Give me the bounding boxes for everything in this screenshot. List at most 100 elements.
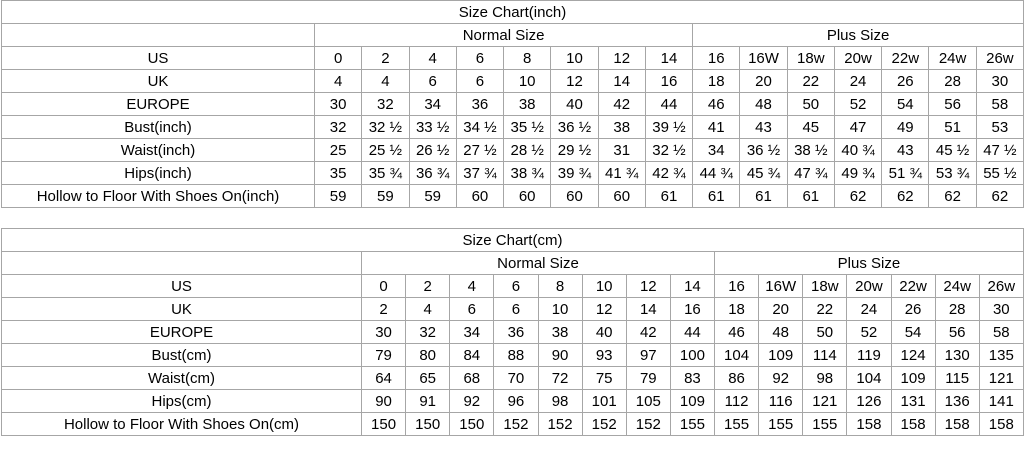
table-cell: 12 [597, 46, 646, 70]
table-cell: 109 [758, 343, 804, 367]
table-cell: 141 [978, 389, 1024, 413]
table-cell: 6 [493, 274, 539, 298]
table-cell: 20w [833, 46, 883, 70]
table-cell: 46 [713, 320, 760, 344]
table-cell: 152 [493, 412, 539, 436]
table-row: Hollow to Floor With Shoes On(inch) 59 59 5… [1, 184, 1024, 208]
table-cell: 29 ½ [550, 138, 599, 162]
table-cell: 10 [503, 69, 552, 93]
table-cell: 39 ¾ [550, 161, 599, 185]
table-cell: 35 ¾ [361, 161, 410, 185]
table-cell: 32 ½ [361, 115, 410, 139]
row-label: Hollow to Floor With Shoes On(cm) [1, 412, 362, 436]
table-cell: 65 [405, 366, 451, 390]
table-cell: 44 [644, 92, 694, 116]
table-row: EUROPE 30 32 34 36 38 40 42 44 46 48 50 52 54 56 58 [1, 92, 1024, 116]
table-cell: 90 [537, 343, 583, 367]
table-cell: 54 [881, 92, 930, 116]
table-cell: 2 [405, 274, 451, 298]
table-cell: 100 [669, 343, 716, 367]
table-cell: 40 ¾ [833, 138, 883, 162]
group-header-plus-size: Plus Size [714, 251, 1024, 275]
row-label: Hips(cm) [1, 389, 362, 413]
table-cell: 36 ½ [550, 115, 599, 139]
table-cell: 38 [503, 92, 552, 116]
table-cell: 105 [625, 389, 671, 413]
table-cell: 60 [597, 184, 646, 208]
table-cell: 121 [978, 366, 1024, 390]
table-cell: 20w [846, 274, 892, 298]
table-cell: 24 [846, 297, 892, 321]
table-cell: 49 ¾ [833, 161, 883, 185]
row-label: Bust(inch) [1, 115, 315, 139]
table-cell: 30 [313, 92, 363, 116]
table-cell: 50 [802, 320, 848, 344]
table-cell: 53 [975, 115, 1024, 139]
group-header-corner [1, 251, 362, 275]
table-cell: 58 [978, 320, 1024, 344]
table-cell: 61 [786, 184, 835, 208]
table-cell: 30 [978, 297, 1024, 321]
table-cell: 4 [405, 297, 451, 321]
table-cell: 59 [361, 184, 410, 208]
table-title: Size Chart(cm) [1, 228, 1024, 252]
table-cell: 16 [644, 69, 694, 93]
table-cell: 41 ¾ [597, 161, 646, 185]
table-cell: 64 [360, 366, 407, 390]
table-cell: 26 ½ [408, 138, 457, 162]
table-row: Bust(cm) 79 80 84 88 90 93 97 100 104 109 114 119 124… [1, 343, 1024, 367]
table-cell: 42 ¾ [644, 161, 694, 185]
table-cell: 48 [739, 92, 788, 116]
table-cell: 22 [802, 297, 848, 321]
table-cell: 4 [361, 69, 410, 93]
table-cell: 38 [597, 115, 646, 139]
table-cell: 27 ½ [455, 138, 505, 162]
table-cell: 22w [890, 274, 936, 298]
table-row: UK 4 4 6 6 10 12 14 16 18 20 22 24 26 28 30 [1, 69, 1024, 93]
table-cell: 34 ½ [455, 115, 505, 139]
table-cell: 36 ¾ [408, 161, 457, 185]
table-cell: 130 [934, 343, 980, 367]
table-cell: 28 [928, 69, 977, 93]
table-cell: 30 [975, 69, 1024, 93]
table-cell: 32 [361, 92, 410, 116]
table-cell: 88 [493, 343, 539, 367]
table-cell: 126 [846, 389, 892, 413]
table-cell: 32 ½ [644, 138, 694, 162]
table-cell: 44 [669, 320, 716, 344]
row-label: UK [1, 297, 362, 321]
table-cell: 14 [625, 297, 671, 321]
table-cell: 61 [739, 184, 788, 208]
table-cell: 84 [449, 343, 495, 367]
table-cell: 26 [881, 69, 930, 93]
table-cell: 53 ¾ [928, 161, 977, 185]
table-cell: 14 [644, 46, 694, 70]
table-cell: 101 [581, 389, 627, 413]
table-cell: 16 [713, 274, 760, 298]
table-cell: 8 [537, 274, 583, 298]
row-label: Bust(cm) [1, 343, 362, 367]
table-cell: 92 [449, 389, 495, 413]
table-cell: 18w [786, 46, 835, 70]
table-cell: 155 [713, 412, 760, 436]
table-cell: 51 ¾ [881, 161, 930, 185]
table-cell: 51 [928, 115, 977, 139]
table-cell: 62 [881, 184, 930, 208]
table-cell: 136 [934, 389, 980, 413]
table-row: Waist(cm) 64 65 68 70 72 75 79 83 86 92 98 104 109 115… [1, 366, 1024, 390]
table-cell: 152 [537, 412, 583, 436]
table-cell: 79 [625, 366, 671, 390]
group-header-normal-size: Normal Size [361, 251, 715, 275]
table-cell: 32 [405, 320, 451, 344]
table-cell: 41 [692, 115, 741, 139]
table-cell: 16W [758, 274, 804, 298]
table-cell: 150 [449, 412, 495, 436]
table-cell: 152 [581, 412, 627, 436]
table-cell: 30 [360, 320, 407, 344]
table-cell: 37 ¾ [455, 161, 505, 185]
table-cell: 91 [405, 389, 451, 413]
table-title-row: Size Chart(cm) [1, 228, 1024, 252]
table-cell: 70 [493, 366, 539, 390]
table-cell: 10 [537, 297, 583, 321]
